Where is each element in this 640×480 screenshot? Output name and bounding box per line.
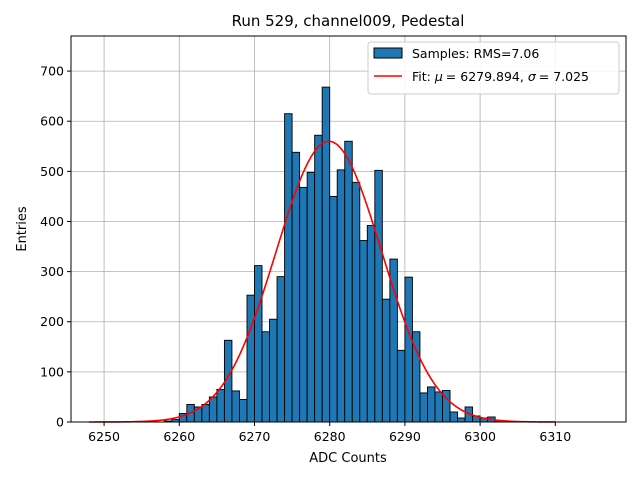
x-tick-label: 6260	[163, 429, 195, 444]
plot-frame	[70, 35, 627, 423]
histogram-bar	[216, 388, 225, 423]
histogram-bar	[329, 195, 338, 423]
y-tick-label: 600	[40, 114, 64, 129]
histogram-bar	[396, 349, 406, 423]
histogram-bar	[419, 392, 428, 423]
histogram-bar	[208, 396, 218, 423]
histogram-bar	[231, 390, 240, 423]
legend-fit-mu-symbol: μ	[434, 69, 443, 84]
y-tick-label: 300	[40, 264, 64, 279]
histogram-bar	[246, 294, 255, 423]
y-axis-label: Entries	[15, 206, 30, 252]
y-tick-label: 100	[40, 364, 64, 379]
legend-fit-sigma-value: = 7.025	[539, 69, 589, 84]
x-tick-label: 6280	[314, 429, 346, 444]
histogram-bar	[321, 86, 331, 423]
fit-curve	[89, 140, 556, 423]
legend-box	[367, 41, 620, 95]
chart-title: Run 529, channel009, Pedestal	[232, 12, 465, 30]
histogram-bar	[351, 181, 361, 423]
histogram-bar	[261, 331, 270, 423]
x-tick-label: 6300	[464, 429, 496, 444]
histogram-bar	[239, 398, 248, 423]
x-axis-ticks: 6250 6260 6270 6280 6290 6300 6310	[88, 422, 571, 444]
histogram-bar	[434, 391, 443, 423]
x-axis-label: ADC Counts	[309, 451, 387, 466]
histogram-bar	[269, 318, 278, 423]
legend-fit-mu-value: = 6279.894,	[446, 69, 528, 84]
histogram-bar	[457, 417, 466, 423]
histogram-bar	[254, 265, 263, 423]
histogram-bar	[344, 140, 353, 423]
x-tick-label: 6270	[239, 429, 271, 444]
y-tick-label: 0	[56, 415, 64, 430]
y-tick-label: 500	[40, 164, 64, 179]
legend-fit-sigma-symbol: σ	[528, 69, 537, 84]
histogram-bar	[336, 169, 346, 423]
histogram-bar	[427, 386, 436, 423]
legend-fit-label: Fit: μ = 6279.894, σ = 7.025	[412, 69, 589, 84]
histogram-bar	[366, 225, 376, 423]
histogram-bar	[276, 276, 286, 423]
histogram-bar	[359, 240, 368, 423]
legend-samples-swatch	[373, 47, 403, 59]
histogram-bar	[201, 404, 210, 423]
x-tick-label: 6310	[539, 429, 571, 444]
legend-fit-prefix: Fit:	[412, 69, 435, 84]
legend-samples-label: Samples: RMS=7.06	[412, 46, 539, 61]
y-tick-label: 700	[40, 64, 64, 79]
y-tick-label: 400	[40, 214, 64, 229]
histogram-bar	[449, 411, 458, 423]
x-tick-label: 6250	[88, 429, 120, 444]
histogram-bar	[314, 134, 323, 423]
histogram-bar	[284, 113, 293, 423]
y-axis-ticks: 0 100 200 300 400 500 600 700	[40, 64, 71, 430]
y-tick-label: 200	[40, 314, 64, 329]
histogram-bar	[404, 276, 413, 423]
legend: Samples: RMS=7.06 Fit: μ = 6279.894, σ = 7…	[367, 41, 620, 95]
histogram-bar	[374, 169, 383, 423]
histogram-bar	[306, 171, 316, 423]
histogram-bars	[163, 86, 504, 423]
histogram-bar	[381, 298, 391, 423]
histogram-bar	[299, 186, 308, 423]
x-tick-label: 6290	[389, 429, 421, 444]
